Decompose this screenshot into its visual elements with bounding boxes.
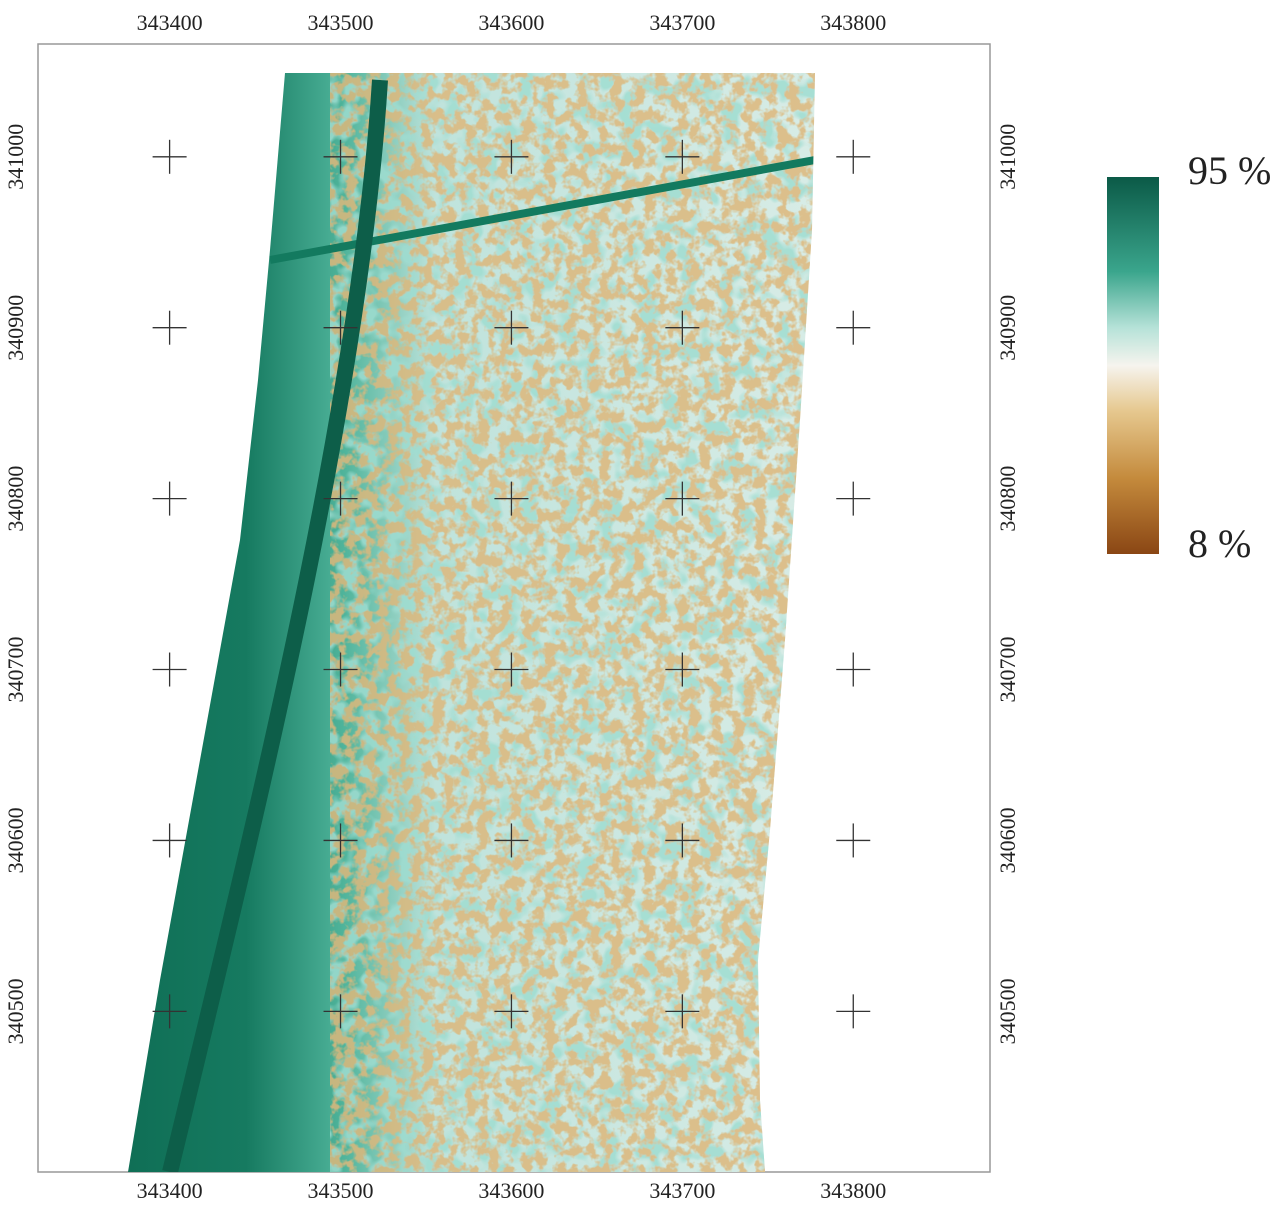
map-figure: 95 % 8 % 343400 343400 343500 343500 343600 3… — [0, 0, 1283, 1205]
x-tick-label: 343800 — [820, 10, 886, 35]
y-tick-label: 340500 — [995, 978, 1020, 1044]
y-tick-label: 340700 — [3, 637, 28, 703]
y-tick-label: 340600 — [3, 807, 28, 873]
legend-min-label: 8 % — [1188, 521, 1251, 566]
x-tick-label: 343700 — [649, 1178, 715, 1203]
x-tick-label: 343800 — [820, 1178, 886, 1203]
x-tick-label: 343400 — [137, 1178, 203, 1203]
x-tick-label: 343700 — [649, 10, 715, 35]
legend-colorbar — [1107, 177, 1159, 554]
y-tick-label: 341000 — [3, 124, 28, 190]
y-tick-label: 340800 — [995, 466, 1020, 532]
legend-max-label: 95 % — [1188, 148, 1271, 193]
y-tick-label: 340900 — [995, 295, 1020, 361]
y-tick-label: 340500 — [3, 978, 28, 1044]
y-tick-label: 340900 — [3, 295, 28, 361]
x-tick-label: 343600 — [478, 10, 544, 35]
x-tick-label: 343600 — [478, 1178, 544, 1203]
y-tick-label: 340600 — [995, 807, 1020, 873]
y-tick-label: 340700 — [995, 637, 1020, 703]
y-tick-label: 340800 — [3, 466, 28, 532]
x-tick-label: 343500 — [308, 10, 374, 35]
raster-layer — [120, 70, 820, 1175]
x-tick-label: 343400 — [137, 10, 203, 35]
y-tick-label: 341000 — [995, 124, 1020, 190]
x-tick-label: 343500 — [308, 1178, 374, 1203]
